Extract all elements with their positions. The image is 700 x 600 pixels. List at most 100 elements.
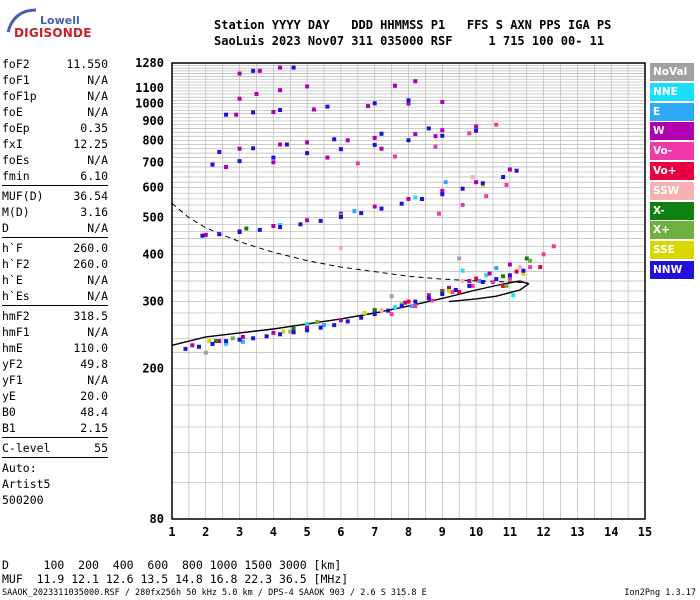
x-tick-label: 11 — [503, 525, 517, 539]
echo-point-nnw — [251, 336, 256, 341]
param-value: 260.0 — [73, 257, 108, 271]
x-tick-label: 4 — [270, 525, 277, 539]
echo-point-nnw — [359, 211, 364, 216]
echo-point-nnw — [291, 330, 296, 335]
echo-point-nnw — [224, 112, 229, 117]
param-value: N/A — [87, 273, 108, 287]
echo-point-w — [271, 330, 276, 335]
echo-point-vo- — [528, 265, 533, 270]
echo-point-w — [393, 83, 397, 88]
param-row: yE 20.0 — [2, 388, 108, 404]
echo-point-vo- — [406, 299, 411, 304]
param-group-muf: MUF(D) 36.54 M(D) 3.16 D N/A — [2, 188, 108, 236]
x-tick-label: 6 — [337, 525, 344, 539]
echo-point-nnw — [460, 186, 465, 191]
echo-point-nnw — [440, 292, 445, 297]
echo-point-vo- — [474, 276, 479, 281]
echo-point-w — [278, 88, 283, 93]
logo-digisonde-text: DIGISONDE — [14, 26, 92, 40]
footer-file-info: SAAOK_2023311035000.RSF / 280fx256h 50 k… — [2, 588, 427, 598]
echo-point-e — [409, 304, 414, 309]
echo-point-nnw — [386, 308, 391, 313]
echo-point-nnw — [291, 65, 296, 70]
param-value: N/A — [87, 73, 108, 87]
echo-point-e — [494, 266, 499, 270]
echo-point-nne — [511, 293, 516, 298]
echo-point-vo- — [450, 290, 455, 294]
echo-point-vo- — [484, 194, 489, 199]
param-row: foEp 0.35 — [2, 120, 108, 136]
echo-point-w — [406, 101, 411, 106]
param-value: N/A — [87, 153, 108, 167]
divider — [2, 457, 108, 458]
echo-point-nnw — [251, 110, 256, 115]
param-row: fxI 12.25 — [2, 136, 108, 152]
echo-point-w — [440, 100, 445, 104]
echo-point-vo- — [514, 269, 519, 274]
echo-point-w — [474, 124, 479, 129]
param-value: 3.16 — [80, 205, 108, 219]
divider — [2, 237, 108, 238]
y-tick-label: 1000 — [135, 97, 164, 111]
echo-point-noval — [203, 350, 208, 355]
param-row: foF1 N/A — [2, 72, 108, 88]
echo-point-noval — [457, 256, 462, 261]
param-value: 49.8 — [80, 357, 108, 371]
echo-point-w — [305, 84, 310, 89]
param-row: fmin 6.10 — [2, 168, 108, 184]
param-value: 6.10 — [80, 169, 108, 183]
echo-point-w — [240, 334, 245, 339]
param-value: 20.0 — [80, 389, 108, 403]
y-tick-label: 400 — [142, 247, 164, 261]
echo-point-ssw — [460, 279, 465, 283]
echo-point-sse — [447, 289, 451, 293]
echo-point-w — [278, 142, 283, 147]
echo-point-w — [237, 146, 242, 151]
y-tick-label: 200 — [142, 361, 164, 375]
footer-distance-row: D 100 200 400 600 800 1000 1500 3000 [km… — [2, 558, 342, 572]
param-label: yE — [2, 389, 16, 403]
digisonde-logo: Lowell DIGISONDE — [4, 6, 96, 40]
echo-point-w — [271, 224, 276, 228]
echo-point-w — [345, 138, 350, 143]
chart-points — [183, 65, 556, 355]
chart-grid — [172, 63, 645, 519]
param-group-virtual-heights: h`F 260.0 h`F2 260.0 h`E N/A h`Es N/A — [2, 240, 108, 304]
param-value: N/A — [87, 289, 108, 303]
echo-point-vo- — [470, 283, 475, 288]
logo-arc-icon — [6, 8, 37, 33]
legend-item-vo-: Vo+ — [650, 161, 694, 180]
echo-point-nnw — [406, 98, 411, 103]
chart-tick-labels: 1 2 3 4 5 6 7 8 9 10 11 12 13 14 158020030040050060070… — [135, 56, 652, 539]
echo-point-w — [305, 325, 310, 330]
echo-point-ssw — [518, 265, 522, 270]
echo-point-nnw — [338, 147, 343, 152]
echo-point-vo- — [551, 244, 556, 249]
param-label: h`F — [2, 241, 23, 255]
echo-point-w — [372, 135, 377, 140]
param-label: foF1 — [2, 73, 30, 87]
density-profile-trace — [171, 280, 530, 346]
echo-point-w — [403, 300, 408, 305]
param-label: fmin — [2, 169, 30, 183]
legend-item-ssw: SSW — [650, 181, 694, 200]
param-label: hmF2 — [2, 309, 30, 323]
param-value: 11.550 — [66, 57, 108, 71]
echo-point-nnw — [264, 334, 269, 339]
legend-item-noval: NoVal — [650, 63, 694, 81]
y-tick-label: 700 — [142, 155, 164, 169]
echo-point-nnw — [284, 142, 289, 147]
echo-point-nne — [413, 195, 418, 200]
param-label: hmE — [2, 341, 23, 355]
x-tick-label: 15 — [638, 525, 652, 539]
echo-point-nnw — [467, 283, 472, 288]
x-tick-label: 14 — [604, 525, 618, 539]
density-profile-dashed — [171, 203, 529, 284]
echo-point-w — [507, 167, 512, 172]
echo-point-w — [254, 92, 259, 96]
param-row: D N/A — [2, 220, 108, 236]
param-label: h`Es — [2, 289, 30, 303]
echo-point-nnw — [183, 346, 188, 351]
echo-point-w — [379, 146, 384, 151]
